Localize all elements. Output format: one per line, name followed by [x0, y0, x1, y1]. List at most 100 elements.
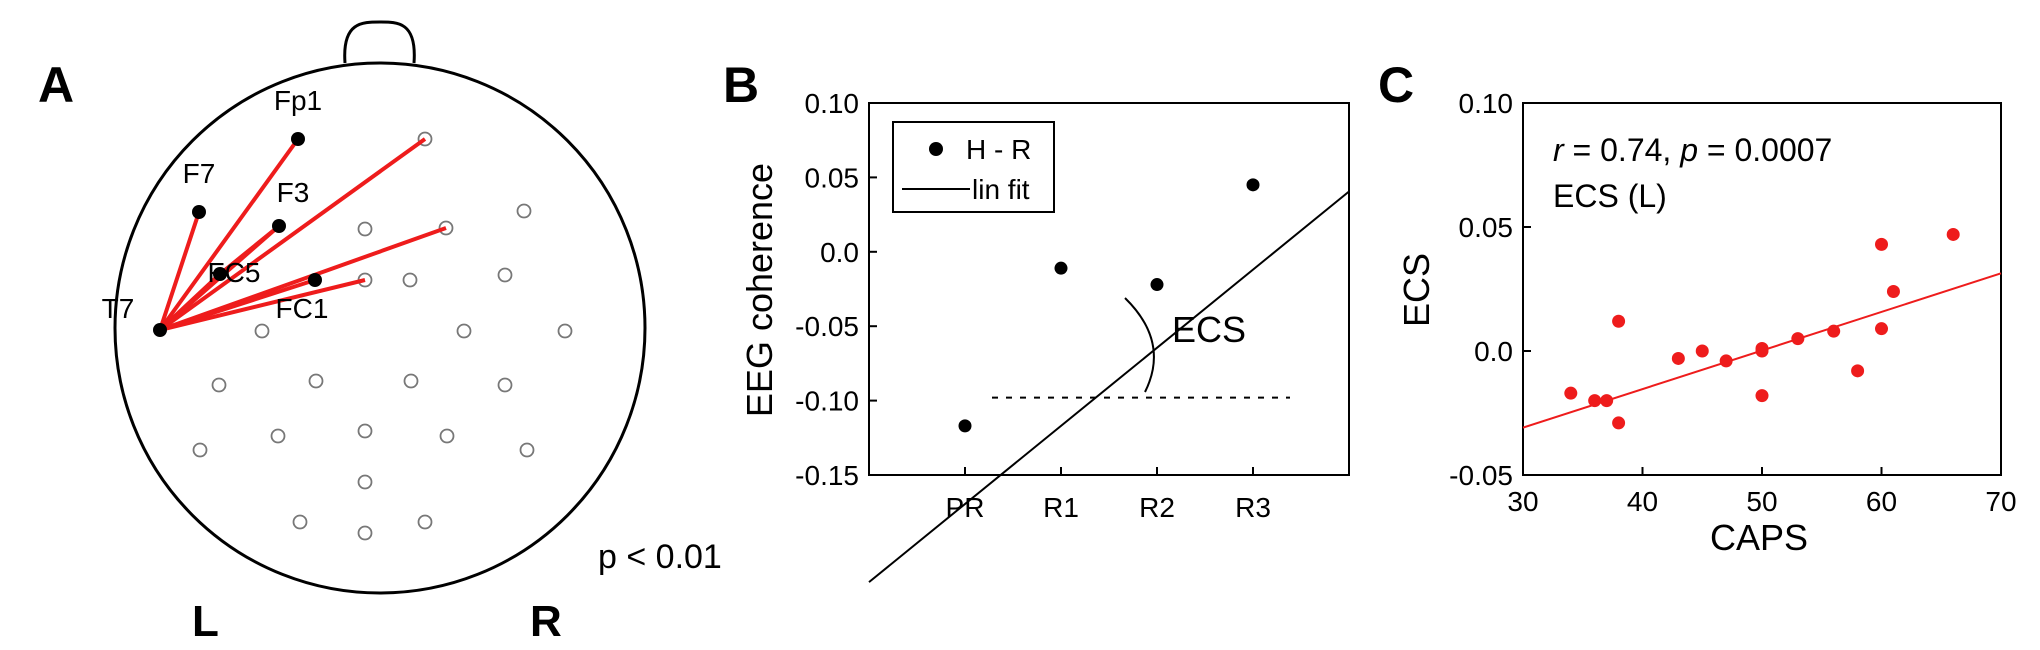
panel-b-x-tick-label: PR	[946, 492, 985, 523]
panel-b-x-tick-label: R3	[1235, 492, 1271, 523]
connection-line	[218, 224, 281, 276]
panel-b-point	[1150, 278, 1164, 292]
panel-a-letter: A	[38, 57, 74, 113]
panel-c-point	[1755, 344, 1769, 358]
panel-b-letter: B	[723, 57, 759, 113]
electrode-t7	[153, 323, 167, 337]
panel-c-point	[1612, 314, 1626, 328]
panel-c-point	[1612, 416, 1626, 430]
nose-outline	[343, 20, 416, 64]
electrode-label-fp1: Fp1	[274, 85, 322, 116]
electrode-label-t7: T7	[102, 293, 135, 324]
electrode-label-fc5: FC5	[208, 257, 261, 288]
electrode-unlabeled	[557, 323, 573, 339]
panel-b-point	[958, 419, 972, 433]
panel-c-point	[1851, 364, 1865, 378]
electrode-fc1	[308, 273, 322, 287]
stat-r-symbol: r	[1553, 132, 1565, 168]
panel-c-y-axis-label: ECS	[1396, 253, 1437, 327]
legend-label-lin-fit: lin fit	[972, 174, 1030, 205]
panel-b-x-tick-label: R1	[1043, 492, 1079, 523]
significance-label: p < 0.01	[598, 538, 722, 576]
electrode-f3	[272, 219, 286, 233]
panel-b-y-axis-label: EEG coherence	[739, 163, 780, 417]
panel-b-point	[1054, 261, 1068, 275]
electrode-labels: Fp1 F7 F3 FC5 FC1 T7	[102, 85, 329, 324]
electrode-unlabeled	[357, 525, 373, 541]
panel-c-point	[1946, 227, 1960, 241]
electrode-unlabeled	[308, 373, 324, 389]
electrode-fc5	[213, 267, 227, 281]
electrode-unlabeled	[497, 267, 513, 283]
electrode-fp1	[291, 132, 305, 146]
panel-c-x-axis: 30 40 50 60 70	[1507, 467, 2017, 517]
electrode-unlabeled	[417, 514, 433, 530]
panel-b-coherence-chart: B -0.15 -0.10 -0.05 0.0 0.05 0.10 PR R1 R2 R3 EE…	[723, 57, 1350, 583]
head-outline	[113, 61, 647, 595]
panel-b-point	[1246, 178, 1260, 192]
panel-c-point	[1791, 332, 1805, 346]
panel-b-ecs-arc	[1124, 297, 1155, 393]
electrode-unlabeled	[254, 323, 270, 339]
panel-a-head-map: A Fp1 F7 F3 FC5 FC1 T7 L R p < 0.01	[38, 20, 722, 646]
electrode-label-f7: F7	[183, 158, 216, 189]
electrode-label-fc1: FC1	[276, 293, 329, 324]
connection-line	[158, 137, 427, 332]
panel-c-point	[1600, 394, 1614, 408]
panel-c-x-tick-label: 40	[1627, 486, 1658, 517]
panel-c-point	[1886, 284, 1900, 298]
panel-b-legend: H - R lin fit	[892, 121, 1055, 213]
ecs-annotation-label: ECS	[1172, 309, 1246, 350]
legend-marker-h-r	[929, 142, 943, 156]
panel-c-point	[1755, 389, 1769, 403]
electrode-unlabeled	[403, 373, 419, 389]
connection-line	[158, 211, 201, 331]
panel-c-x-tick-label: 70	[1985, 486, 2016, 517]
panel-c-letter: C	[1378, 57, 1414, 113]
panel-c-point	[1827, 324, 1841, 338]
electrode-unlabeled	[516, 203, 532, 219]
electrode-unlabeled	[456, 323, 472, 339]
electrode-unlabeled	[497, 377, 513, 393]
panel-c-x-axis-label: CAPS	[1710, 517, 1808, 558]
panel-b-y-axis: -0.15 -0.10 -0.05 0.0 0.05 0.10	[795, 88, 877, 491]
panel-c-point	[1719, 354, 1733, 368]
panel-c-x-tick-label: 60	[1866, 486, 1897, 517]
panel-b-plot-area	[868, 178, 1350, 583]
panel-b-y-tick-label: -0.15	[795, 460, 859, 491]
panel-c-y-axis: -0.05 0.0 0.05 0.10	[1449, 88, 1531, 491]
stat-p-value: = 0.0007	[1698, 132, 1832, 168]
panel-b-y-tick-label: 0.05	[805, 162, 860, 193]
panel-c-point	[1875, 237, 1888, 251]
connection-line	[159, 278, 366, 332]
connection-line	[158, 137, 300, 332]
electrode-unlabeled	[270, 428, 286, 444]
electrode-unlabeled	[439, 428, 455, 444]
panel-c-y-tick-label: 0.10	[1459, 88, 1514, 119]
electrode-f7	[192, 205, 206, 219]
electrode-unlabeled	[519, 442, 535, 458]
panel-c-subtitle: ECS (L)	[1553, 178, 1667, 214]
panel-c-x-tick-label: 50	[1746, 486, 1777, 517]
panel-c-point	[1564, 386, 1578, 400]
stat-p-symbol: p	[1679, 132, 1698, 168]
panel-c-ecs-caps-chart: C -0.05 0.0 0.05 0.10 30 40 50 60 70 CAPS ECS r…	[1378, 57, 2017, 558]
connection-line	[159, 226, 447, 332]
panel-c-point	[1588, 394, 1602, 408]
electrode-unlabeled	[357, 423, 373, 439]
electrode-unlabeled	[402, 272, 418, 288]
left-hemisphere-label: L	[192, 597, 219, 646]
electrode-unlabeled	[357, 474, 373, 490]
panel-b-x-axis: PR R1 R2 R3	[946, 467, 1271, 523]
panel-b-plot-frame	[868, 102, 1350, 476]
panel-c-point	[1671, 351, 1685, 365]
panel-b-y-tick-label: -0.05	[795, 311, 859, 342]
panel-c-x-tick-label: 30	[1507, 486, 1538, 517]
electrode-label-f3: F3	[277, 177, 310, 208]
labeled-electrodes	[153, 132, 322, 337]
electrode-unlabeled	[192, 442, 208, 458]
legend-label-h-r: H - R	[966, 134, 1031, 165]
panel-b-legend-box	[892, 121, 1055, 213]
panel-c-point	[1695, 344, 1709, 358]
panel-c-y-tick-label: 0.05	[1459, 212, 1514, 243]
